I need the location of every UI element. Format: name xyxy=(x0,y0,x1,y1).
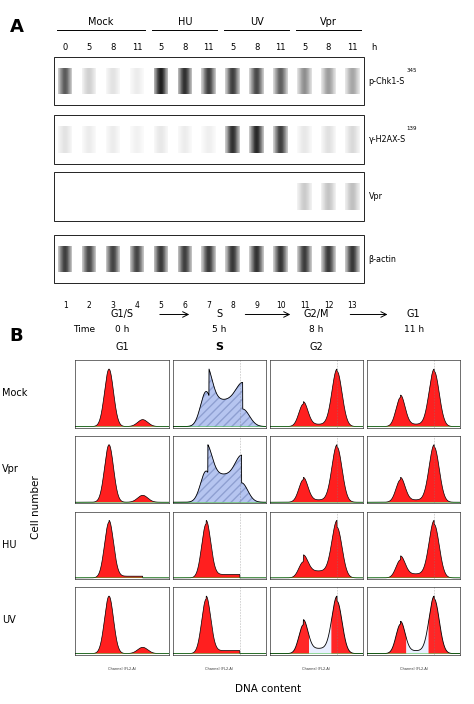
Text: 5 h: 5 h xyxy=(212,325,227,334)
Text: Channel (FL2-A): Channel (FL2-A) xyxy=(108,591,136,595)
Bar xyxy=(54,235,364,283)
Text: 10: 10 xyxy=(276,301,285,310)
Text: 4: 4 xyxy=(135,301,139,310)
Text: 8: 8 xyxy=(230,301,235,310)
Text: Channel (FL2-A): Channel (FL2-A) xyxy=(400,515,428,520)
Text: Vpr: Vpr xyxy=(368,192,383,201)
Text: Channel (FL2-A): Channel (FL2-A) xyxy=(108,667,136,671)
Text: 5: 5 xyxy=(86,43,91,52)
Text: Vpr: Vpr xyxy=(320,17,337,27)
Text: UV: UV xyxy=(250,17,264,27)
Text: 345: 345 xyxy=(407,68,417,73)
Text: G2/M: G2/M xyxy=(304,310,329,320)
Bar xyxy=(54,57,364,105)
Text: 5: 5 xyxy=(158,301,164,310)
Text: G2: G2 xyxy=(310,342,323,353)
Text: 0 h: 0 h xyxy=(115,325,129,334)
Text: 11 h: 11 h xyxy=(403,325,424,334)
Text: B: B xyxy=(9,327,23,346)
Text: 12: 12 xyxy=(324,301,333,310)
Text: 5: 5 xyxy=(158,43,164,52)
Text: Channel (FL2-A): Channel (FL2-A) xyxy=(302,591,330,595)
Text: Channel (FL2-A): Channel (FL2-A) xyxy=(302,440,330,444)
Text: DNA content: DNA content xyxy=(235,684,301,693)
Text: 8: 8 xyxy=(182,43,188,52)
Text: Cell number: Cell number xyxy=(30,475,41,539)
Text: G1: G1 xyxy=(407,310,420,320)
Text: Channel (FL2-A): Channel (FL2-A) xyxy=(205,440,233,444)
Text: Channel (FL2-A): Channel (FL2-A) xyxy=(205,515,233,520)
Text: 13: 13 xyxy=(347,301,357,310)
Text: 5: 5 xyxy=(230,43,236,52)
Text: G1/S: G1/S xyxy=(110,310,134,320)
Text: 139: 139 xyxy=(407,126,417,132)
Bar xyxy=(54,172,364,220)
Text: 8: 8 xyxy=(326,43,331,52)
Text: Channel (FL2-A): Channel (FL2-A) xyxy=(302,667,330,671)
Text: UV: UV xyxy=(2,615,16,625)
Text: Channel (FL2-A): Channel (FL2-A) xyxy=(400,591,428,595)
Text: p-Chk1-S: p-Chk1-S xyxy=(368,77,405,85)
Text: Channel (FL2-A): Channel (FL2-A) xyxy=(400,667,428,671)
Text: G1: G1 xyxy=(115,342,129,353)
Text: β-actin: β-actin xyxy=(368,255,396,264)
Text: 6: 6 xyxy=(182,301,187,310)
Text: 2: 2 xyxy=(87,301,91,310)
Text: Mock: Mock xyxy=(88,17,114,27)
Text: Channel (FL2-A): Channel (FL2-A) xyxy=(205,667,233,671)
Text: Vpr: Vpr xyxy=(2,464,19,474)
Text: 8 h: 8 h xyxy=(309,325,324,334)
Text: HU: HU xyxy=(178,17,192,27)
Text: 11: 11 xyxy=(347,43,358,52)
Text: 8: 8 xyxy=(110,43,116,52)
Text: Channel (FL2-A): Channel (FL2-A) xyxy=(302,515,330,520)
Text: Channel (FL2-A): Channel (FL2-A) xyxy=(108,440,136,444)
Text: HU: HU xyxy=(2,540,17,550)
Text: Channel (FL2-A): Channel (FL2-A) xyxy=(205,591,233,595)
Text: S: S xyxy=(215,342,223,353)
Text: 11: 11 xyxy=(275,43,286,52)
Text: 7: 7 xyxy=(206,301,211,310)
Text: Mock: Mock xyxy=(2,389,28,398)
Text: A: A xyxy=(9,18,23,36)
Text: 11: 11 xyxy=(132,43,142,52)
Text: 8: 8 xyxy=(254,43,259,52)
Text: Channel (FL2-A): Channel (FL2-A) xyxy=(400,440,428,444)
Text: 0: 0 xyxy=(63,43,68,52)
Text: 3: 3 xyxy=(110,301,115,310)
Text: 9: 9 xyxy=(254,301,259,310)
Text: γ-H2AX-S: γ-H2AX-S xyxy=(368,135,406,144)
Text: Time: Time xyxy=(73,325,96,334)
Text: Channel (FL2-A): Channel (FL2-A) xyxy=(108,515,136,520)
Text: 11: 11 xyxy=(300,301,310,310)
Text: 1: 1 xyxy=(63,301,67,310)
Text: 5: 5 xyxy=(302,43,307,52)
Text: S: S xyxy=(216,310,222,320)
Text: h: h xyxy=(372,43,377,52)
Bar xyxy=(54,115,364,163)
Text: 11: 11 xyxy=(203,43,214,52)
